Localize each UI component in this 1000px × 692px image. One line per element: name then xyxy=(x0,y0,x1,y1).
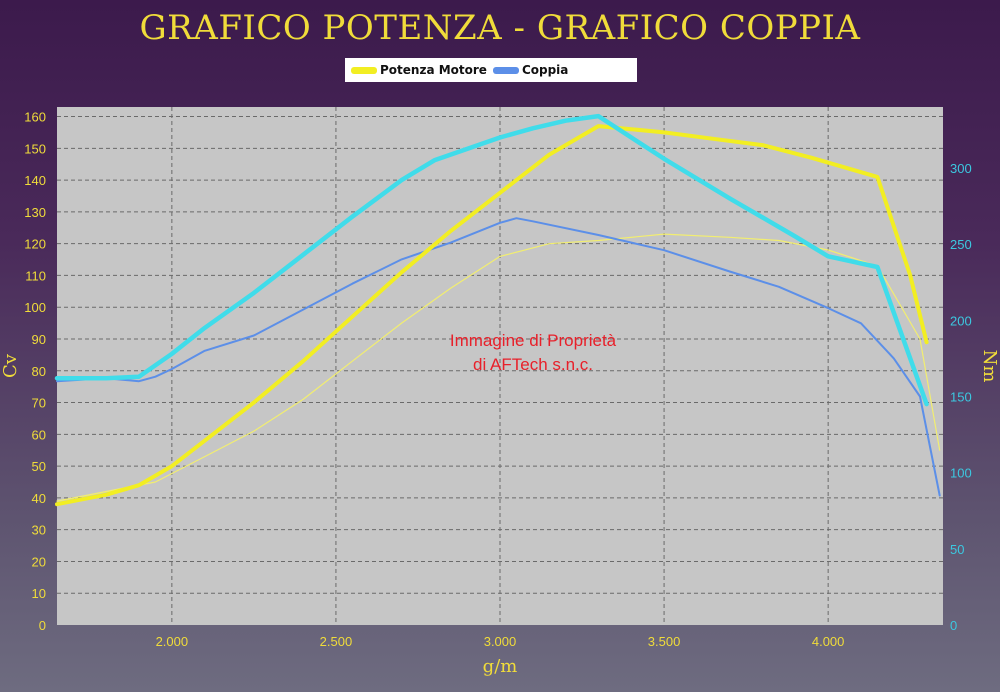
y-right-tick-label: 150 xyxy=(950,389,972,404)
y-left-tick-label: 120 xyxy=(24,237,46,252)
series-group xyxy=(54,113,941,507)
x-tick-label: 4.000 xyxy=(812,634,845,649)
x-tick-label: 3.000 xyxy=(484,634,517,649)
legend-label-potenza: Potenza Motore xyxy=(380,63,487,77)
legend-swatch-potenza xyxy=(351,66,377,74)
series-line-1 xyxy=(54,113,929,407)
x-axis-title: g/m xyxy=(483,656,518,677)
y-left-tick-label: 110 xyxy=(25,268,46,283)
tick-labels: 0 10 20 30 40 50 60 70 80 90 100 110 120 130 140 150 160… xyxy=(24,110,971,649)
series-line-2 xyxy=(56,217,941,497)
y-left-tick-label: 10 xyxy=(32,586,46,601)
series-line-3 xyxy=(56,233,941,502)
y-left-tick-label: 40 xyxy=(32,491,46,506)
y-left-tick-label: 150 xyxy=(24,141,46,156)
y-right-tick-label: 200 xyxy=(950,313,972,328)
y-left-tick-label: 60 xyxy=(32,427,46,442)
y-left-tick-label: 20 xyxy=(32,554,46,569)
y-left-tick-label: 130 xyxy=(24,205,46,220)
x-tick-label: 2.000 xyxy=(156,634,189,649)
y-left-tick-label: 70 xyxy=(32,396,46,411)
legend-label-coppia: Coppia xyxy=(521,63,569,77)
y-left-tick-label: 0 xyxy=(39,618,46,633)
y-right-tick-label: 300 xyxy=(950,161,972,176)
y-right-tick-label: 100 xyxy=(950,466,972,481)
y-left-tick-label: 100 xyxy=(24,300,46,315)
y-left-tick-label: 30 xyxy=(32,523,46,538)
series-line-0 xyxy=(55,124,929,507)
chart-title: GRAFICO POTENZA - GRAFICO COPPIA xyxy=(139,8,861,48)
y-left-tick-label: 80 xyxy=(32,364,46,379)
watermark-line-1: Immagine di Proprietà xyxy=(450,331,617,350)
legend-item-coppia: Coppia xyxy=(492,63,569,77)
y-left-axis-title: Cv xyxy=(0,353,21,378)
watermark-line-2: di AFTech s.n.c. xyxy=(473,355,593,374)
legend-item-potenza: Potenza Motore xyxy=(351,63,487,77)
y-left-tick-label: 160 xyxy=(24,110,46,125)
x-tick-label: 3.500 xyxy=(648,634,681,649)
x-tick-label: 2.500 xyxy=(320,634,353,649)
y-left-tick-label: 50 xyxy=(32,459,46,474)
legend-swatch-coppia xyxy=(492,66,519,74)
y-left-tick-label: 90 xyxy=(32,332,46,347)
y-right-tick-label: 0 xyxy=(950,618,957,633)
y-left-tick-label: 140 xyxy=(24,173,46,188)
y-right-axis-title: Nm xyxy=(979,350,1000,383)
y-right-tick-label: 250 xyxy=(950,237,972,252)
legend: Potenza Motore Coppia xyxy=(345,58,637,82)
y-right-tick-label: 50 xyxy=(950,542,964,557)
